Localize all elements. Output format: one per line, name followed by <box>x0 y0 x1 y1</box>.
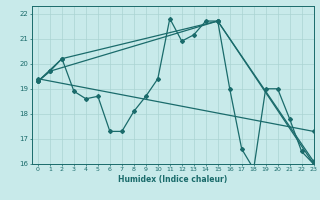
X-axis label: Humidex (Indice chaleur): Humidex (Indice chaleur) <box>118 175 228 184</box>
